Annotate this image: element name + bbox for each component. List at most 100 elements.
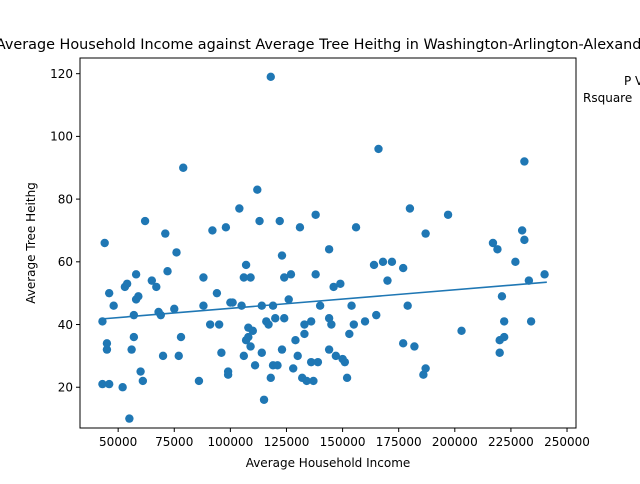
data-point-47 xyxy=(237,301,246,310)
data-point-99 xyxy=(336,279,345,288)
data-point-108 xyxy=(369,260,379,270)
data-point-59 xyxy=(255,216,264,226)
data-point-33 xyxy=(194,376,204,386)
annotation-p-value: P V xyxy=(624,74,640,88)
data-point-105 xyxy=(349,320,359,329)
x-tick-label-8: 250000 xyxy=(544,435,590,449)
data-point-21 xyxy=(147,276,157,285)
x-axis-label: Average Household Income xyxy=(246,456,411,470)
x-tick-label-6: 200000 xyxy=(432,435,478,449)
data-point-112 xyxy=(383,276,392,285)
annotation-rsquare: Rsquare xyxy=(583,91,632,105)
data-point-13 xyxy=(129,310,139,320)
data-point-131 xyxy=(511,257,520,267)
data-point-4 xyxy=(102,339,112,348)
data-point-129 xyxy=(499,317,509,326)
data-point-121 xyxy=(421,229,430,238)
data-point-133 xyxy=(520,157,529,166)
x-tick-label-2: 100000 xyxy=(207,435,253,449)
data-point-49 xyxy=(239,351,249,361)
data-point-56 xyxy=(248,326,258,335)
data-point-86 xyxy=(306,357,316,367)
data-point-53 xyxy=(244,332,253,342)
data-point-77 xyxy=(286,270,296,279)
data-point-28 xyxy=(170,304,179,314)
y-tick-label-5: 120 xyxy=(50,67,73,81)
data-point-19 xyxy=(138,376,148,386)
data-point-64 xyxy=(264,320,273,329)
data-point-25 xyxy=(158,351,168,361)
plot-area-frame xyxy=(79,57,577,429)
data-point-5 xyxy=(104,379,114,389)
data-point-48 xyxy=(239,273,249,282)
data-point-97 xyxy=(329,282,338,292)
data-point-71 xyxy=(275,216,284,226)
data-point-57 xyxy=(250,361,260,370)
data-point-94 xyxy=(324,245,334,254)
data-point-104 xyxy=(347,301,356,310)
data-point-103 xyxy=(345,329,354,339)
data-point-50 xyxy=(241,260,251,270)
data-point-90 xyxy=(311,270,320,279)
data-point-134 xyxy=(520,235,529,245)
data-point-35 xyxy=(199,301,208,310)
data-point-24 xyxy=(156,310,165,320)
data-point-55 xyxy=(246,342,255,351)
data-point-11 xyxy=(125,414,134,423)
data-point-128 xyxy=(497,292,507,301)
data-point-38 xyxy=(212,288,222,298)
data-point-78 xyxy=(289,364,298,373)
data-point-14 xyxy=(129,332,139,342)
data-point-26 xyxy=(161,229,170,238)
data-point-116 xyxy=(403,301,412,310)
data-point-127 xyxy=(495,348,504,357)
y-axis-ticks: 20 40 60 80 100 120 xyxy=(50,67,80,395)
data-point-68 xyxy=(268,301,278,310)
data-point-40 xyxy=(217,348,226,357)
data-point-3 xyxy=(102,345,112,354)
data-point-41 xyxy=(221,223,231,232)
data-point-124 xyxy=(488,238,498,248)
data-point-31 xyxy=(176,332,186,342)
y-axis-label: Average Tree Heithg xyxy=(24,182,38,304)
data-point-118 xyxy=(410,342,419,351)
data-point-37 xyxy=(208,226,217,235)
data-point-54 xyxy=(246,273,255,282)
data-point-109 xyxy=(372,310,381,320)
data-point-91 xyxy=(313,357,323,367)
data-point-102 xyxy=(342,373,352,383)
data-point-98 xyxy=(331,351,341,361)
x-tick-label-7: 225000 xyxy=(488,435,534,449)
data-point-84 xyxy=(300,329,309,339)
data-point-87 xyxy=(306,317,316,326)
data-point-62 xyxy=(259,395,269,404)
data-point-20 xyxy=(140,216,150,226)
data-point-65 xyxy=(266,72,275,82)
data-point-66 xyxy=(266,373,275,383)
data-point-101 xyxy=(340,357,350,367)
data-point-61 xyxy=(257,348,266,357)
data-point-115 xyxy=(398,263,408,273)
data-points-layer xyxy=(98,72,549,423)
data-point-130 xyxy=(499,332,509,342)
trendline xyxy=(102,281,547,320)
y-tick-label-3: 80 xyxy=(58,192,73,206)
x-tick-label-3: 125000 xyxy=(264,435,310,449)
data-point-18 xyxy=(136,367,145,376)
data-point-137 xyxy=(540,270,549,279)
data-point-107 xyxy=(360,317,370,326)
x-tick-label-1: 75000 xyxy=(155,435,193,449)
data-point-34 xyxy=(199,273,208,282)
data-point-27 xyxy=(163,267,172,276)
data-point-32 xyxy=(179,163,188,172)
data-point-10 xyxy=(122,279,132,288)
data-point-39 xyxy=(214,320,224,329)
data-point-111 xyxy=(378,257,388,267)
y-tick-label-1: 40 xyxy=(58,318,73,332)
trendline-layer xyxy=(102,281,547,320)
data-point-8 xyxy=(118,383,127,392)
y-tick-label-2: 60 xyxy=(58,255,73,269)
data-point-16 xyxy=(131,270,141,279)
